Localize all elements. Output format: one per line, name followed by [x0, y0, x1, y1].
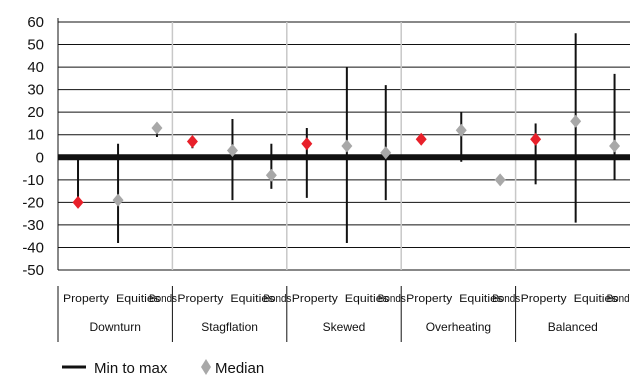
legend-range-label: Min to max: [94, 360, 168, 377]
y-tick-label: 60: [27, 14, 44, 31]
median-marker: [455, 123, 467, 137]
x-group-label: Stagflation: [201, 320, 258, 334]
x-category-label: Bonds: [607, 293, 630, 305]
median-marker: [72, 195, 84, 209]
median-marker: [186, 134, 198, 148]
x-category-label: Bonds: [378, 293, 406, 305]
median-marker: [341, 139, 353, 153]
median-marker: [151, 121, 163, 135]
x-category-label: Equities: [574, 293, 619, 305]
x-group-label: Downturn: [90, 320, 141, 334]
y-tick-label: -40: [22, 239, 44, 256]
y-tick-label: 0: [36, 149, 44, 166]
y-tick-label: 20: [27, 104, 44, 121]
median-marker: [301, 137, 313, 151]
legend-median-label: Median: [215, 360, 264, 377]
x-category-label: Property: [177, 293, 224, 305]
y-tick-label: -30: [22, 217, 44, 234]
median-marker: [265, 168, 277, 182]
median-marker: [570, 114, 582, 128]
legend-median-swatch: [201, 359, 211, 375]
median-marker: [226, 144, 238, 158]
y-tick-label: 50: [27, 37, 44, 54]
y-axis: 60 50 40 30 20 10 0 -10 -20 -30 -40 -50: [22, 14, 59, 279]
y-tick-label: -50: [22, 262, 44, 279]
legend: Min to max Median: [62, 359, 264, 377]
median-marker: [415, 132, 427, 146]
gridlines: [58, 21, 630, 271]
x-category-label: Bonds: [492, 293, 520, 305]
median-markers: [72, 114, 621, 209]
x-category-label: Property: [521, 293, 568, 305]
median-marker: [380, 146, 392, 160]
range-bars: [77, 33, 616, 243]
x-category-label: Property: [292, 293, 339, 305]
x-category-label: Equities: [345, 293, 390, 305]
median-marker: [112, 193, 124, 207]
median-marker: [609, 139, 621, 153]
y-tick-label: -20: [22, 194, 44, 211]
y-tick-label: 30: [27, 82, 44, 99]
x-group-label: Skewed: [323, 320, 366, 334]
x-group-label: Overheating: [426, 320, 491, 334]
median-marker: [494, 173, 506, 187]
y-tick-label: -10: [22, 172, 44, 189]
x-category-label: Bonds: [149, 293, 177, 305]
median-marker: [530, 132, 542, 146]
x-category-label: Equities: [116, 293, 161, 305]
y-tick-label: 10: [27, 127, 44, 144]
x-group-label: Balanced: [548, 320, 598, 334]
x-category-label: Equities: [230, 293, 275, 305]
group-separators: [171, 22, 517, 270]
x-category-label: Property: [63, 293, 110, 305]
x-category-label: Equities: [459, 293, 504, 305]
y-tick-label: 40: [27, 59, 44, 76]
x-category-label: Property: [406, 293, 453, 305]
x-category-label: Bonds: [263, 293, 291, 305]
